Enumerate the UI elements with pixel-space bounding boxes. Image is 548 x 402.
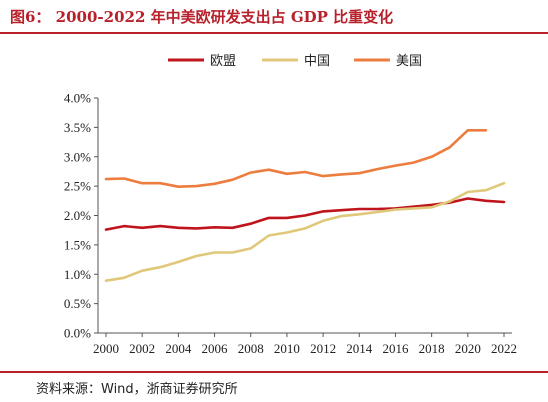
legend-label-2: 美国 xyxy=(396,54,422,69)
y-tick-label: 0.5% xyxy=(64,296,91,311)
x-tick-label: 2020 xyxy=(455,341,481,356)
x-tick-label: 2022 xyxy=(491,341,517,356)
chart-legend: 欧盟 中国 美国 xyxy=(168,54,422,69)
source-divider xyxy=(0,371,548,373)
x-axis: 2000 2002 2004 2006 2008 2010 2012 2014 2016 2018… xyxy=(93,332,517,356)
x-tick-label: 2000 xyxy=(93,341,119,356)
x-tick-label: 2012 xyxy=(310,341,336,356)
x-tick-label: 2002 xyxy=(129,341,155,356)
y-tick-label: 2.5% xyxy=(64,179,91,194)
plot-lines xyxy=(104,129,506,282)
x-tick-label: 2016 xyxy=(382,341,409,356)
y-tick-label: 3.5% xyxy=(64,120,91,135)
legend-label-0: 欧盟 xyxy=(210,54,236,69)
legend-label-1: 中国 xyxy=(304,54,330,69)
series-line-1 xyxy=(104,181,506,282)
y-tick-label: 4.0% xyxy=(64,91,91,106)
y-tick-label: 1.0% xyxy=(64,267,91,282)
series-line-2 xyxy=(104,129,488,188)
x-tick-label: 2014 xyxy=(346,341,373,356)
y-tick-label: 0.0% xyxy=(64,326,91,341)
y-tick-label: 3.0% xyxy=(64,149,91,164)
y-axis: 0.0% 0.5% 1.0% 1.5% 2.0% 2.5% 3.0% 3.5% 4.0% xyxy=(64,91,99,341)
x-tick-label: 2010 xyxy=(274,341,300,356)
figure-title: 图6： 2000-2022 年中美欧研发支出占 GDP 比重变化 xyxy=(10,8,394,26)
x-tick-label: 2006 xyxy=(202,341,229,356)
source-note: 资料来源：Wind，浙商证券研究所 xyxy=(36,382,238,397)
title-divider xyxy=(0,32,548,34)
y-tick-label: 2.0% xyxy=(64,208,91,223)
y-tick-label: 1.5% xyxy=(64,237,91,252)
x-tick-label: 2004 xyxy=(165,341,192,356)
x-tick-label: 2018 xyxy=(419,341,445,356)
x-tick-label: 2008 xyxy=(238,341,264,356)
